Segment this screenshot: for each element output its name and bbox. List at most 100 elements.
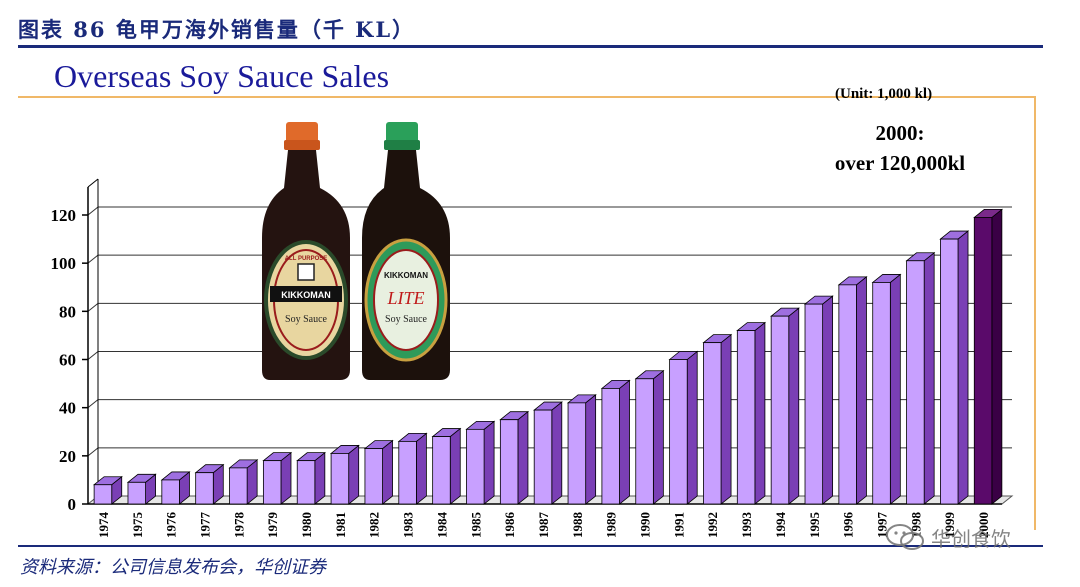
- bar: [364, 448, 383, 505]
- gridline-depth: [87, 254, 99, 264]
- bar-side: [686, 350, 698, 505]
- bar: [161, 479, 180, 505]
- gridline-depth: [87, 351, 99, 360]
- watermark-text: 华创食饮: [931, 526, 1011, 551]
- chart-title: Overseas Soy Sauce Sales: [54, 58, 390, 94]
- bar-side: [449, 427, 461, 505]
- x-tick-label: 1994: [773, 512, 788, 539]
- x-tick-label: 1975: [130, 512, 145, 539]
- gridline-depth: [87, 206, 99, 216]
- bar: [398, 440, 417, 505]
- x-tick-label: 1987: [536, 512, 551, 539]
- x-tick-label: 1993: [739, 512, 754, 539]
- y-tick-label: 40: [59, 399, 76, 418]
- y-tick-label: 80: [59, 302, 76, 321]
- bar-side: [652, 369, 664, 505]
- label-layer: 0 20 40 60 80 100 120 1974 1975 1976 1977 1978 1979 1…: [51, 206, 992, 538]
- title-rule: [18, 45, 1043, 48]
- bar-side: [822, 295, 834, 505]
- bar: [804, 303, 824, 505]
- bottle-product-left: Soy Sauce: [285, 314, 328, 325]
- bar-side: [348, 444, 360, 505]
- bar: [296, 460, 316, 505]
- unit-label: (Unit: 1,000 kl): [835, 86, 933, 102]
- y-tick-label: 100: [51, 254, 77, 273]
- annotation-2000: 2000: over 120,000kl: [810, 118, 990, 178]
- bar-side: [585, 394, 597, 505]
- y-tick-label: 60: [59, 351, 76, 370]
- bar: [533, 409, 553, 505]
- bar: [432, 436, 451, 505]
- x-tick-label: 1982: [367, 512, 382, 538]
- source-note: 资料来源：公司信息发布会，华创证券: [20, 557, 326, 578]
- bar: [872, 282, 891, 505]
- gridline-depth: [87, 302, 99, 312]
- bottle-brand-right: KIKKOMAN: [384, 271, 428, 280]
- bar: [466, 428, 485, 505]
- annotation-line-1: 2000:: [875, 121, 925, 145]
- x-tick-label: 1995: [807, 512, 822, 539]
- watermark: 华创食饮: [885, 522, 1011, 552]
- bar: [499, 419, 519, 505]
- x-tick-label: 1985: [468, 512, 483, 539]
- x-tick-label: 1974: [96, 512, 111, 539]
- bar: [262, 460, 282, 505]
- x-tick-label: 1999: [942, 512, 957, 539]
- bottle-tag-left: ALL PURPOSE: [285, 256, 328, 262]
- bar-side: [991, 208, 1003, 505]
- bar: [703, 342, 722, 505]
- all-purpose-bottle: KIKKOMAN Soy Sauce ALL PURPOSE: [262, 122, 350, 380]
- lite-bottle: KIKKOMAN LITE Soy Sauce: [362, 122, 450, 380]
- x-tick-label: 1989: [604, 512, 619, 539]
- x-tick-label: 2000: [976, 512, 991, 538]
- x-tick-label: 1978: [231, 512, 246, 539]
- y-tick-label: 120: [51, 206, 77, 225]
- bottle-product-right: Soy Sauce: [385, 314, 428, 325]
- bar-side: [619, 379, 630, 505]
- bar-side: [483, 420, 495, 505]
- bar: [940, 238, 959, 505]
- wechat-icon: [886, 524, 924, 550]
- bar: [770, 315, 790, 505]
- bar: [669, 359, 688, 505]
- x-tick-label: 1996: [841, 512, 856, 539]
- bottle-variant-right: LITE: [386, 288, 424, 308]
- bar-side: [314, 451, 326, 505]
- bar: [838, 284, 857, 505]
- bar: [330, 453, 350, 505]
- y-tick-label: 20: [59, 447, 76, 466]
- gridline-depth: [87, 399, 99, 409]
- bar: [601, 387, 620, 505]
- bar-side: [788, 307, 800, 505]
- x-tick-label: 1976: [164, 512, 179, 539]
- bar-side: [280, 451, 292, 505]
- bar: [567, 402, 587, 505]
- bar: [229, 467, 248, 505]
- bar-side: [517, 410, 529, 505]
- y-axis-cap: [87, 178, 99, 188]
- bar-side: [957, 230, 969, 505]
- x-tick-label: 1992: [705, 512, 720, 538]
- source-rule: [18, 545, 1043, 547]
- chart-frame: [18, 96, 1036, 530]
- bar: [973, 217, 993, 505]
- x-tick-label: 1986: [502, 512, 517, 538]
- bar: [195, 472, 214, 505]
- bar: [736, 330, 756, 505]
- bar-layer: [92, 208, 1004, 505]
- y-tick-label: 0: [68, 495, 77, 514]
- x-tick-label: 1991: [671, 512, 686, 538]
- x-tick-label: 1983: [401, 512, 416, 539]
- x-tick-label: 1990: [638, 512, 653, 538]
- bar-side: [551, 401, 563, 505]
- x-tick-label: 1997: [875, 512, 890, 539]
- x-tick-label: 1981: [333, 512, 348, 538]
- bottle-brand-left: KIKKOMAN: [281, 290, 331, 300]
- bar: [635, 378, 654, 505]
- soy-sauce-bottles-image: KIKKOMAN Soy Sauce ALL PURPOSE KIKKOMAN …: [262, 122, 450, 380]
- bar-side: [720, 333, 732, 505]
- bar-side: [856, 276, 867, 505]
- x-tick-label: 1977: [197, 512, 212, 539]
- bar: [906, 260, 925, 505]
